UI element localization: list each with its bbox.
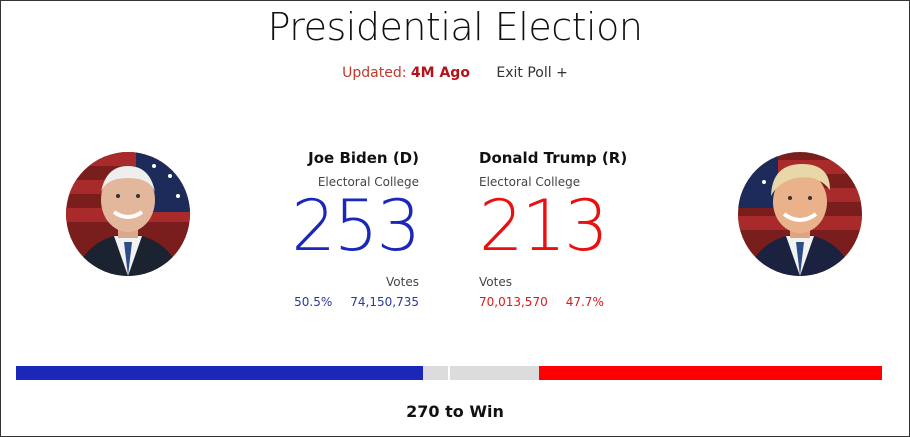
trump-votes-row: 70,013,570 47.7% <box>479 295 649 309</box>
rep-bar-segment <box>539 366 882 380</box>
uncalled-bar-segment <box>423 366 540 380</box>
biden-votes-row: 50.5% 74,150,735 <box>249 295 419 309</box>
biden-portrait-image <box>66 152 190 276</box>
trump-votes-label: Votes <box>479 275 512 289</box>
electoral-progress-bar <box>16 366 882 380</box>
to-win-label: 270 to Win <box>406 402 504 421</box>
dem-bar-segment <box>16 366 424 380</box>
biden-vote-pct: 50.5% <box>294 295 333 309</box>
trump-ec-label: Electoral College <box>479 175 581 189</box>
win-threshold-marker <box>448 366 450 380</box>
trump-portrait-image <box>738 152 862 276</box>
updated-value: 4M Ago <box>410 65 470 81</box>
biden-avatar <box>66 152 190 276</box>
updated-label: Updated: <box>342 65 407 81</box>
trump-vote-count: 70,013,570 <box>479 295 548 309</box>
trump-panel: Donald Trump (R) Electoral College 213 V… <box>479 149 649 309</box>
biden-votes-label: Votes <box>386 275 419 289</box>
page-title: Presidential Election <box>267 5 643 49</box>
biden-ec-label: Electoral College <box>317 175 419 189</box>
trump-avatar <box>738 152 862 276</box>
biden-electoral-votes: 253 <box>291 185 421 267</box>
trump-vote-pct: 47.7% <box>565 295 604 309</box>
biden-name: Joe Biden (D) <box>308 149 419 167</box>
trump-electoral-votes: 213 <box>479 185 609 267</box>
status-line: Updated: 4M Ago Exit Poll + <box>1 65 909 81</box>
biden-panel: Joe Biden (D) Electoral College 253 Vote… <box>249 149 421 309</box>
exit-poll-link[interactable]: Exit Poll + <box>496 65 568 81</box>
trump-name: Donald Trump (R) <box>479 149 628 167</box>
biden-vote-count: 74,150,735 <box>350 295 419 309</box>
